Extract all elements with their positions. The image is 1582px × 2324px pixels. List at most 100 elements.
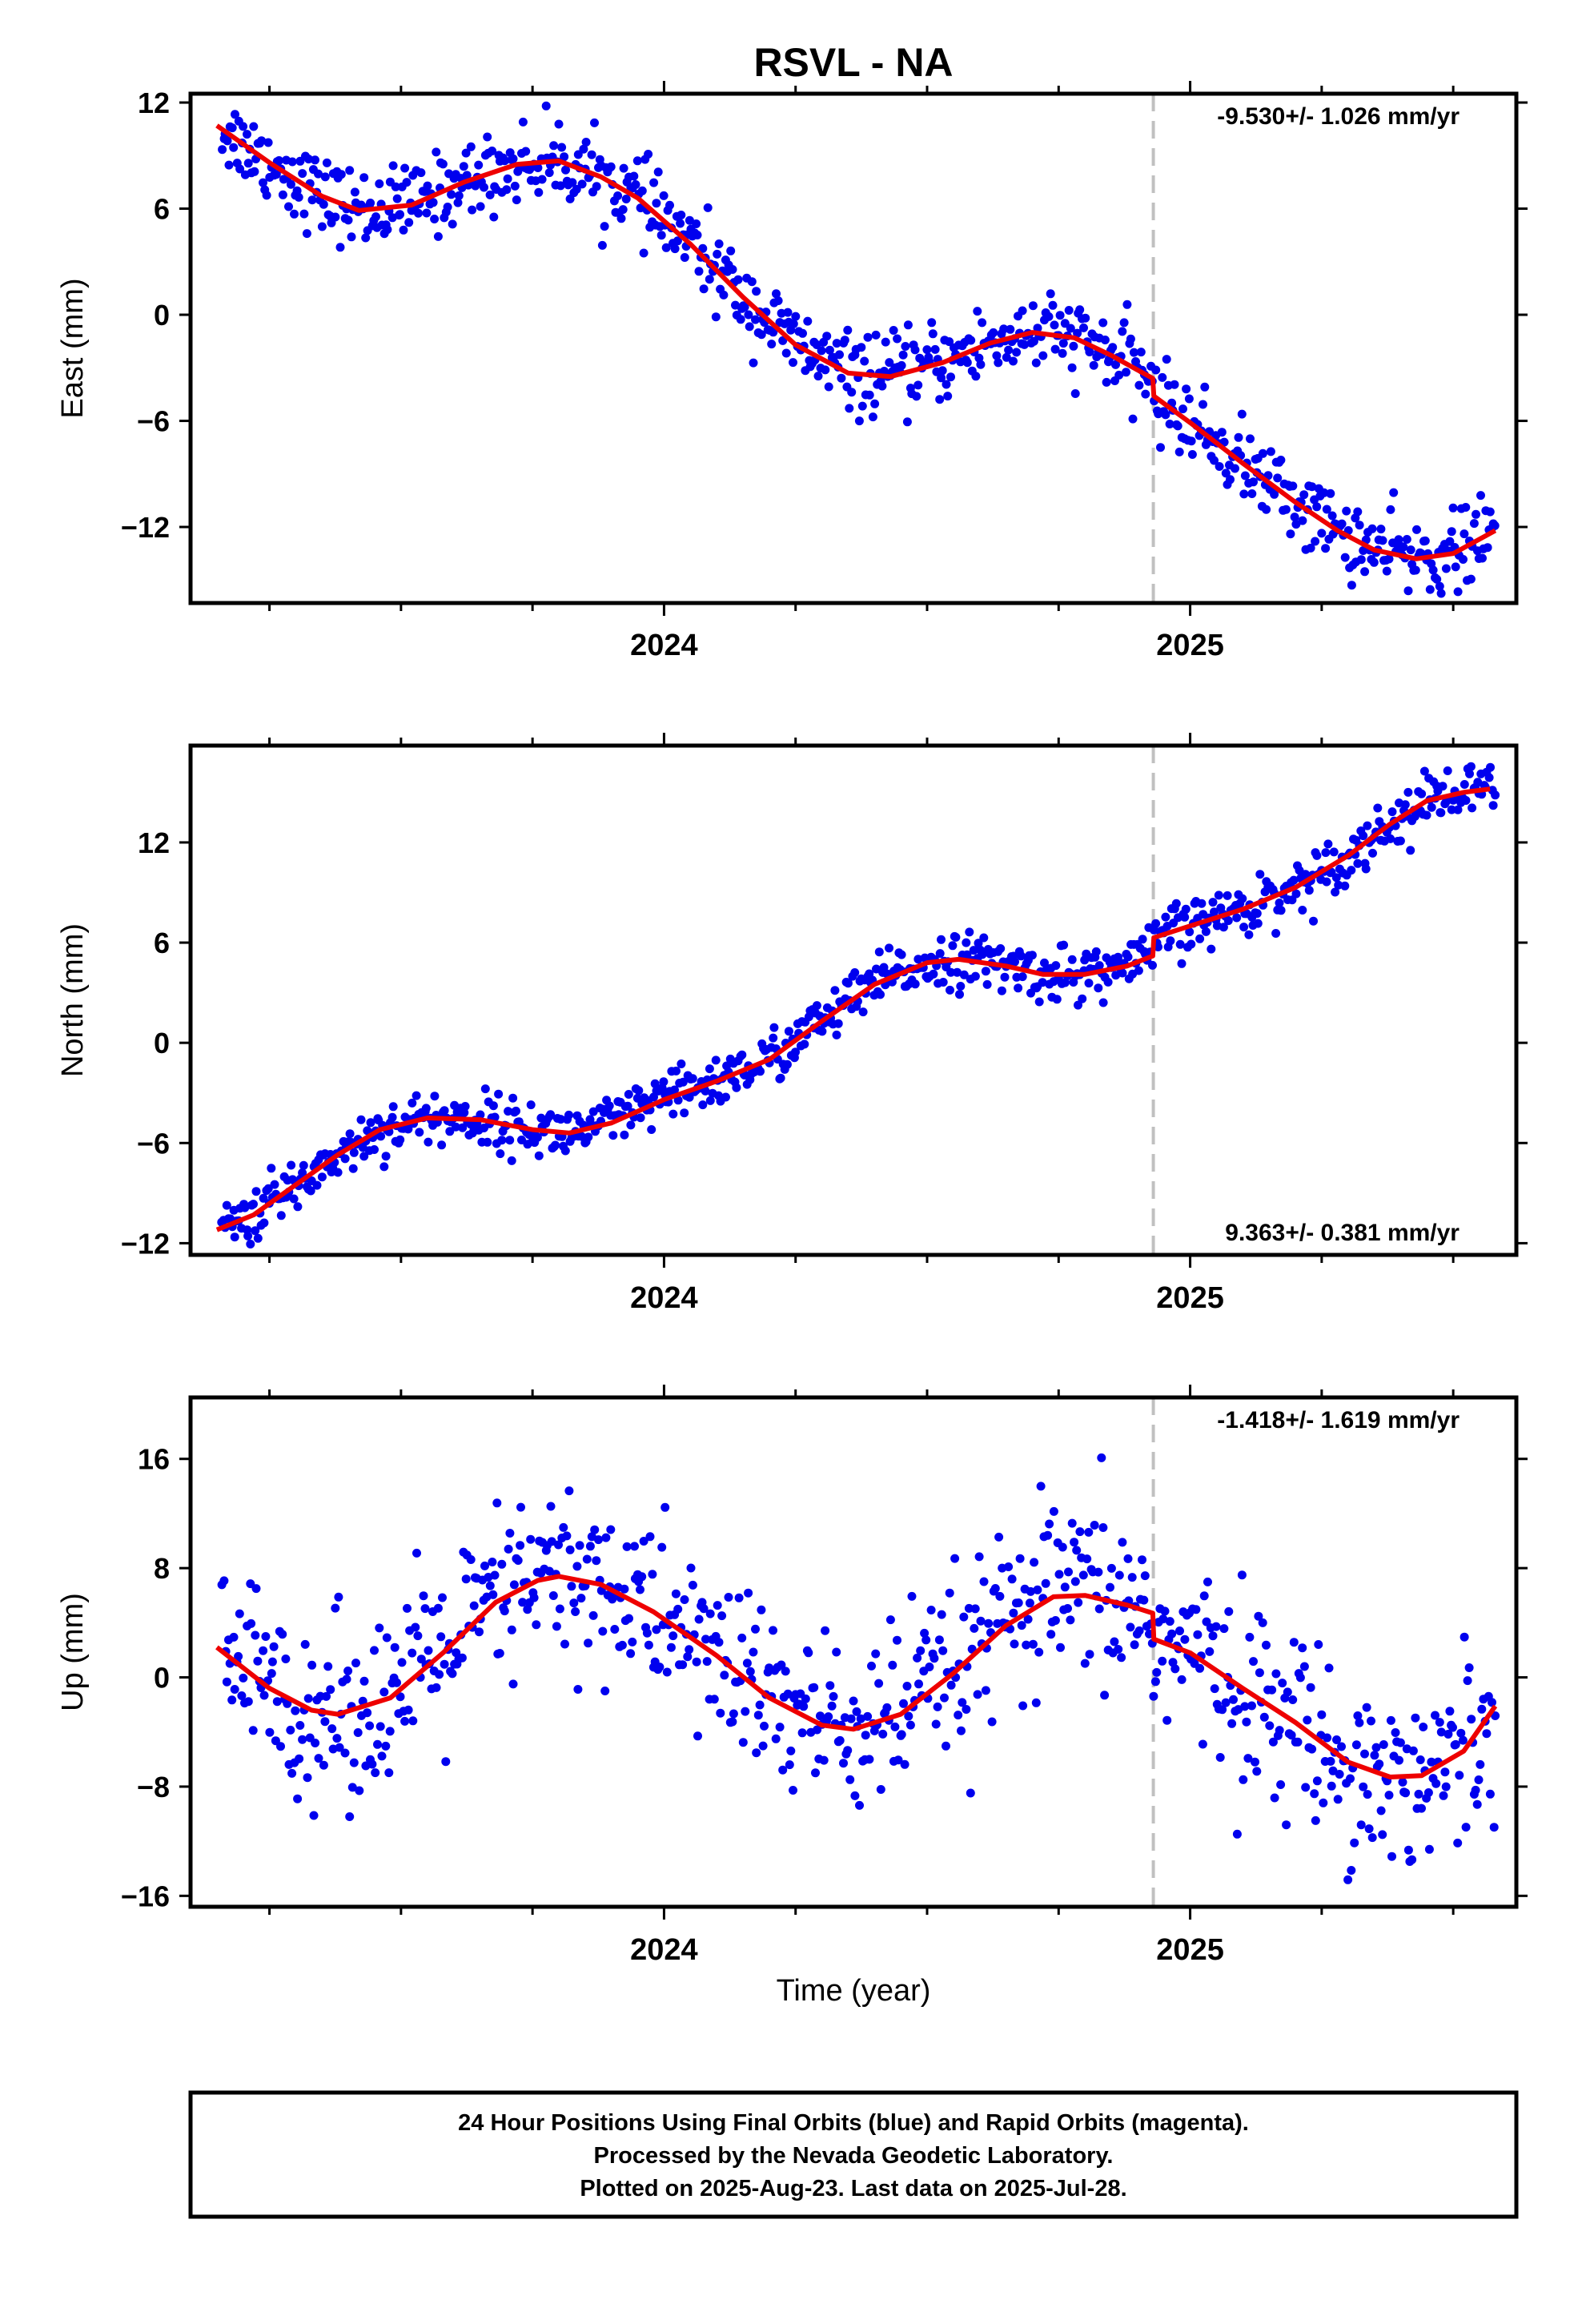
data-point: [237, 1691, 247, 1700]
data-point: [516, 1541, 525, 1550]
data-point: [322, 158, 331, 167]
data-point: [876, 990, 885, 999]
data-point: [1138, 935, 1147, 944]
data-point: [899, 1699, 908, 1708]
data-point: [1207, 944, 1216, 954]
data-point: [885, 943, 893, 953]
data-point: [835, 350, 844, 360]
data-point: [1343, 1875, 1353, 1884]
data-point: [1415, 1755, 1425, 1764]
data-point: [905, 1720, 915, 1730]
data-point: [373, 1739, 382, 1749]
data-point: [945, 337, 954, 347]
data-point: [1239, 923, 1249, 932]
data-point: [772, 289, 781, 299]
data-point: [832, 1030, 841, 1039]
data-point: [673, 236, 682, 246]
data-point: [724, 1593, 733, 1602]
data-point: [1094, 1567, 1103, 1577]
data-point: [931, 1719, 941, 1729]
data-point: [475, 1627, 484, 1637]
data-point: [319, 199, 328, 209]
data-point: [897, 1730, 906, 1739]
data-point: [738, 1738, 748, 1747]
data-point: [1486, 762, 1495, 772]
data-point: [693, 1731, 702, 1741]
data-point: [1058, 1542, 1067, 1552]
data-point: [594, 1535, 603, 1545]
data-point: [424, 1646, 433, 1655]
data-point: [1347, 581, 1356, 590]
data-point: [555, 1604, 564, 1614]
data-point: [495, 1649, 504, 1658]
data-point: [433, 1603, 443, 1613]
data-point: [551, 1140, 560, 1150]
data-point: [1100, 1691, 1110, 1700]
data-point: [1276, 456, 1286, 464]
data-point: [1161, 410, 1170, 420]
data-point: [677, 211, 686, 219]
data-point: [821, 1626, 830, 1635]
data-point: [367, 1759, 377, 1769]
data-point: [513, 1556, 523, 1565]
data-point: [1002, 352, 1011, 362]
data-point: [994, 358, 1003, 368]
data-point: [665, 200, 674, 210]
data-point: [392, 1678, 401, 1687]
data-point: [1208, 1631, 1218, 1641]
data-point: [890, 1722, 900, 1731]
data-point: [1276, 1780, 1286, 1789]
data-point: [1134, 380, 1144, 390]
data-point: [572, 184, 581, 194]
data-point: [1026, 1586, 1035, 1596]
data-point: [1310, 1789, 1319, 1799]
data-point: [1122, 368, 1130, 377]
data-point: [581, 138, 591, 147]
data-point: [319, 1760, 328, 1770]
data-point: [1175, 1626, 1184, 1635]
data-point: [507, 1625, 516, 1634]
data-point: [1463, 1676, 1472, 1686]
data-point: [938, 1646, 948, 1655]
data-point: [335, 1743, 344, 1752]
data-point: [798, 328, 807, 338]
data-point: [1134, 966, 1143, 975]
data-point: [246, 1240, 255, 1248]
data-point: [636, 1585, 644, 1594]
data-point: [1022, 1640, 1031, 1650]
data-point: [1331, 873, 1341, 883]
data-point: [331, 212, 340, 222]
data-point: [1078, 994, 1087, 1003]
data-point: [1067, 363, 1077, 372]
data-point: [1173, 421, 1182, 431]
data-point: [534, 187, 544, 197]
data-point: [1078, 1570, 1088, 1580]
data-point: [1214, 891, 1223, 900]
data-point: [979, 1577, 989, 1586]
data-point: [259, 1193, 268, 1203]
data-point: [990, 1584, 1000, 1593]
data-point: [871, 330, 881, 340]
data-point: [1276, 906, 1286, 915]
data-point: [832, 339, 841, 348]
data-point: [243, 130, 251, 139]
data-point: [404, 218, 414, 227]
data-point: [705, 1609, 715, 1618]
data-point: [741, 1707, 750, 1716]
data-point: [685, 1645, 694, 1655]
data-point: [913, 955, 923, 964]
data-point: [1424, 1844, 1434, 1854]
data-point: [749, 1647, 758, 1657]
data-point: [420, 1604, 430, 1614]
data-point: [235, 164, 245, 174]
data-point: [1177, 1675, 1186, 1684]
data-point: [854, 416, 864, 426]
data-point: [476, 1110, 485, 1120]
data-point: [269, 1642, 279, 1651]
data-point: [845, 1775, 855, 1784]
data-point: [1150, 1677, 1160, 1687]
data-point: [1356, 1820, 1366, 1830]
data-point: [1375, 1759, 1384, 1769]
data-point: [784, 1027, 793, 1036]
data-point: [1158, 1614, 1168, 1624]
